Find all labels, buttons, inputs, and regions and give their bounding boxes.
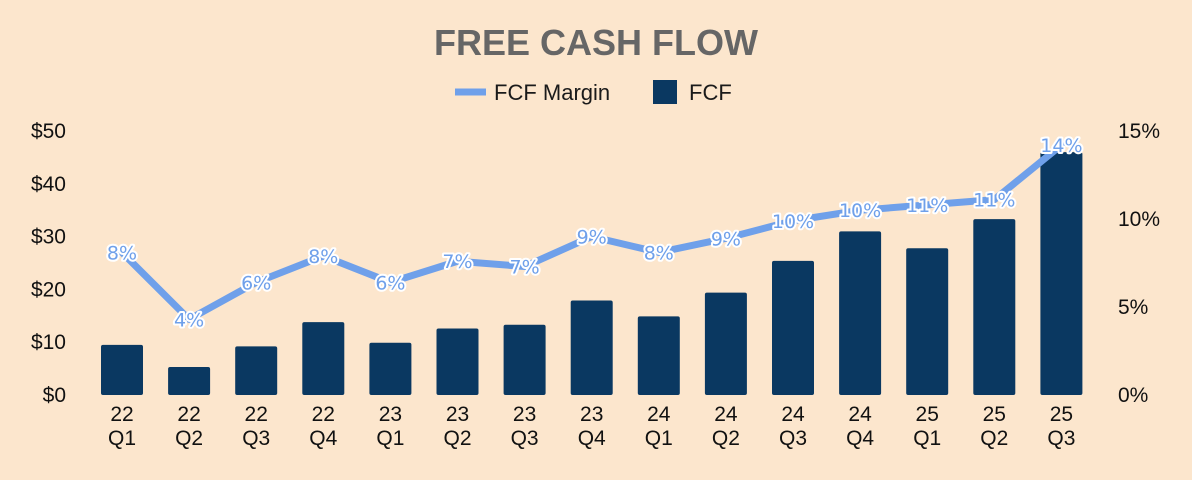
- x-axis-tick-label: 22 Q1: [108, 403, 136, 450]
- fcf-bar: [704, 292, 747, 395]
- right-axis-tick-label: 5%: [1118, 296, 1148, 319]
- fcf-margin-data-label: 6%: [375, 272, 405, 294]
- fcf-margin-data-label: 10%: [839, 200, 881, 222]
- x-axis-tick-line: Q3: [242, 427, 270, 450]
- fcf-margin-data-label: 7%: [442, 251, 472, 273]
- x-axis-tick-line: 22: [245, 403, 268, 426]
- x-axis-tick-line: Q4: [578, 427, 606, 450]
- x-axis-tick-label: 25 Q2: [980, 403, 1008, 450]
- legend-fcf-label: FCF: [689, 80, 732, 105]
- fcf-margin-data-label: 7%: [510, 257, 540, 279]
- x-axis-tick-line: Q3: [1047, 427, 1075, 450]
- fcf-bar: [772, 260, 814, 395]
- fcf-bar: [168, 367, 211, 395]
- x-axis-tick-label: 22 Q4: [309, 403, 337, 450]
- x-axis-tick-line: Q2: [712, 427, 740, 450]
- fcf-margin-data-label: 10%: [772, 211, 814, 233]
- x-axis-tick-label: 22 Q3: [242, 403, 270, 450]
- x-axis-tick-label: 23 Q1: [376, 403, 404, 450]
- fcf-bar: [235, 346, 278, 395]
- fcf-bar: [302, 322, 345, 395]
- x-axis-tick-line: 25: [1050, 403, 1073, 426]
- x-axis-tick-label: 23 Q4: [578, 403, 606, 450]
- x-axis-tick-line: Q2: [175, 427, 203, 450]
- fcf-bar: [570, 300, 613, 395]
- left-axis-tick-label: $10: [31, 331, 66, 354]
- x-axis-tick-line: Q1: [108, 427, 136, 450]
- x-axis-tick-label: 24 Q4: [846, 403, 874, 450]
- left-axis-tick-label: $50: [31, 120, 66, 143]
- x-axis-tick-line: 23: [513, 403, 536, 426]
- legend: FCF Margin FCF: [455, 80, 732, 105]
- fcf-bar: [503, 324, 546, 395]
- x-axis-tick-line: 23: [379, 403, 402, 426]
- left-axis-tick-label: $20: [31, 278, 66, 301]
- fcf-margin-labels: 8% 4% 6% 8% 6% 7% 7% 9% 8% 9% 10% 10% 11% 11% 14%: [105, 133, 1085, 333]
- x-axis-tick-label: 24 Q3: [779, 403, 807, 450]
- left-axis-tick-label: $40: [31, 173, 66, 196]
- x-axis-tick-line: Q1: [376, 427, 404, 450]
- x-axis-tick-label: 25 Q1: [913, 403, 941, 450]
- x-axis-tick-label: 22 Q2: [175, 403, 203, 450]
- fcf-bar: [637, 316, 680, 395]
- x-axis-tick-line: Q2: [443, 427, 471, 450]
- x-axis-tick-label: 23 Q2: [443, 403, 471, 450]
- fcf-bar: [369, 342, 412, 395]
- x-axis-tick-line: 25: [916, 403, 939, 426]
- x-axis-tick-line: 24: [848, 403, 872, 426]
- fcf-bar: [973, 219, 1016, 395]
- x-axis-tick-line: 25: [983, 403, 1006, 426]
- x-axis-tick-label: 23 Q3: [511, 403, 539, 450]
- legend-fcf-swatch: [653, 80, 677, 104]
- x-axis-tick-label: 24 Q1: [645, 403, 673, 450]
- fcf-margin-data-label: 11%: [973, 190, 1015, 212]
- x-axis-tick-line: Q3: [511, 427, 539, 450]
- right-axis-tick-label: 0%: [1118, 384, 1148, 407]
- left-axis: $0 $10 $20 $30 $40 $50: [31, 120, 66, 407]
- x-axis-tick-line: 24: [647, 403, 671, 426]
- fcf-margin-data-label: 8%: [107, 242, 137, 264]
- x-axis-tick-label: 25 Q3: [1047, 403, 1075, 450]
- fcf-margin-data-label: 9%: [711, 228, 741, 250]
- right-axis: 0% 5% 10% 15%: [1118, 120, 1160, 407]
- x-axis-tick-line: Q4: [846, 427, 874, 450]
- x-axis-tick-label: 24 Q2: [712, 403, 740, 450]
- fcf-bars: [101, 152, 1083, 395]
- x-axis-tick-line: 24: [781, 403, 805, 426]
- fcf-margin-data-label: 4%: [174, 309, 204, 331]
- fcf-bar: [1040, 152, 1083, 395]
- fcf-margin-line-path: [118, 141, 1065, 323]
- x-axis-tick-line: Q4: [309, 427, 337, 450]
- fcf-bar: [101, 344, 143, 395]
- x-axis-tick-line: 22: [312, 403, 335, 426]
- x-axis-tick-line: 23: [580, 403, 603, 426]
- fcf-margin-data-label: 14%: [1040, 135, 1082, 157]
- x-axis-tick-line: 23: [446, 403, 469, 426]
- chart-title: FREE CASH FLOW: [434, 22, 758, 63]
- left-axis-tick-label: $0: [43, 384, 66, 407]
- x-axis-tick-line: Q3: [779, 427, 807, 450]
- fcf-margin-line: [118, 141, 1065, 323]
- x-axis-tick-line: 22: [177, 403, 200, 426]
- fcf-bar: [436, 328, 479, 395]
- legend-fcf-margin-label: FCF Margin: [494, 80, 610, 105]
- fcf-margin-data-label: 11%: [906, 195, 948, 217]
- x-axis-tick-line: Q1: [645, 427, 673, 450]
- right-axis-tick-label: 10%: [1118, 208, 1160, 231]
- fcf-bar: [906, 248, 949, 395]
- x-axis-tick-line: Q2: [980, 427, 1008, 450]
- x-axis-tick-line: Q1: [913, 427, 941, 450]
- fcf-bar: [839, 231, 882, 395]
- fcf-margin-data-label: 6%: [241, 272, 271, 294]
- right-axis-tick-label: 15%: [1118, 120, 1160, 143]
- left-axis-tick-label: $30: [31, 226, 66, 249]
- fcf-margin-data-label: 9%: [577, 227, 607, 249]
- x-axis-tick-line: 22: [110, 403, 133, 426]
- fcf-margin-data-label: 8%: [308, 246, 338, 268]
- fcf-margin-data-label: 8%: [644, 242, 674, 264]
- x-axis-tick-line: 24: [714, 403, 738, 426]
